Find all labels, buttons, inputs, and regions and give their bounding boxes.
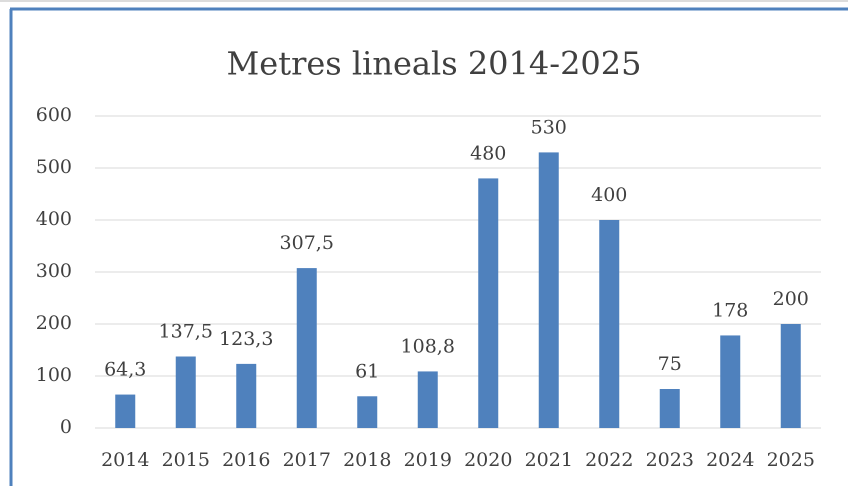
x-tick-label: 2021 [525,449,573,471]
data-label: 108,8 [401,335,455,357]
bar [357,396,378,428]
bar [780,324,801,428]
x-tick-label: 2025 [767,449,815,471]
y-tick-label: 400 [36,208,72,230]
y-tick-label: 200 [36,312,72,334]
x-tick-label: 2019 [404,449,452,471]
bar [659,389,680,428]
bar [599,220,620,428]
x-tick-label: 2014 [101,449,149,471]
bar [720,335,741,428]
bar [478,178,499,428]
data-label: 123,3 [219,328,273,350]
x-tick-label: 2018 [343,449,391,471]
data-label: 75 [658,353,682,375]
x-tick-label: 2024 [706,449,754,471]
x-tick-label: 2017 [283,449,331,471]
data-label: 400 [591,184,627,206]
x-tick-label: 2015 [162,449,210,471]
bar [538,152,559,428]
data-label: 307,5 [280,232,334,254]
data-label: 61 [355,360,379,382]
y-tick-label: 0 [60,416,72,438]
x-tick-label: 2023 [646,449,694,471]
x-tick-label: 2022 [585,449,633,471]
bar [115,394,136,428]
y-tick-label: 100 [36,364,72,386]
y-tick-label: 300 [36,260,72,282]
data-label: 137,5 [159,321,213,343]
data-label: 530 [531,116,567,138]
chart-title: Metres lineals 2014-2025 [227,45,642,83]
data-label: 200 [773,288,809,310]
bar [296,268,317,428]
y-tick-label: 500 [36,156,72,178]
x-tick-label: 2016 [222,449,270,471]
bar [236,363,257,428]
data-label: 480 [470,142,506,164]
bar [175,356,196,428]
y-tick-label: 600 [36,104,72,126]
data-label: 178 [712,299,748,321]
bar [417,371,438,428]
data-label: 64,3 [104,359,146,381]
x-tick-label: 2020 [464,449,512,471]
